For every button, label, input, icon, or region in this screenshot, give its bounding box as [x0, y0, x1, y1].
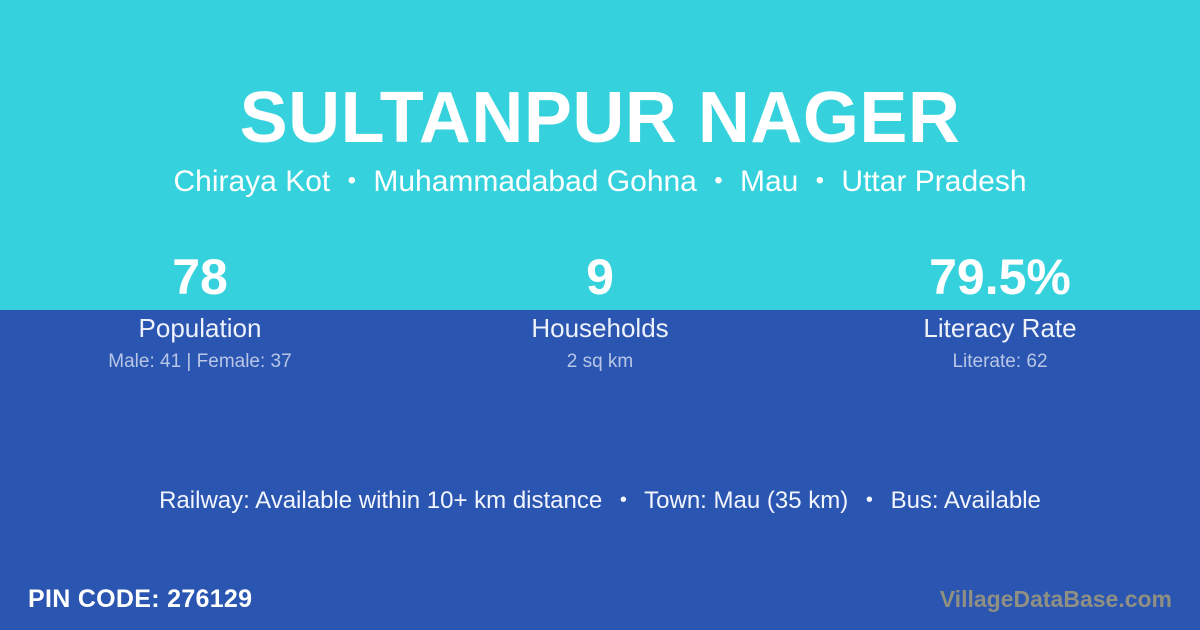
infrastructure-town: Town: Mau (35 km) — [644, 487, 849, 514]
stat-label: Population — [138, 313, 262, 343]
infrastructure-bus: Bus: Available — [890, 487, 1041, 514]
card-header: SULTANPUR NAGER Chiraya Kot • Muhammadab… — [0, 0, 1200, 202]
cyan-header-band — [0, 0, 1200, 310]
infrastructure-line: Railway: Available within 10+ km distanc… — [0, 486, 1200, 517]
stat-subtext: Literate: 62 — [952, 351, 1048, 372]
bullet-separator-icon: • — [865, 489, 873, 511]
page-title: SULTANPUR NAGER — [239, 78, 961, 158]
stat-value: 78 — [172, 249, 228, 305]
card-footer: PIN CODE: 276129 VillageDataBase.com — [0, 568, 1200, 630]
breadcrumb: Chiraya Kot • Muhammadabad Gohna • Mau •… — [0, 164, 1200, 202]
stat-households: 9 Households 2 sq km — [400, 248, 800, 374]
stat-subtext: 2 sq km — [566, 351, 634, 372]
stat-population: 78 Population Male: 41 | Female: 37 — [0, 248, 400, 374]
breadcrumb-part-tehsil: Muhammadabad Gohna — [373, 165, 697, 198]
pin-code: PIN CODE: 276129 — [28, 585, 253, 613]
bullet-separator-icon: • — [714, 167, 723, 194]
stats-row: 78 Population Male: 41 | Female: 37 9 Ho… — [0, 248, 1200, 374]
bullet-separator-icon: • — [619, 489, 627, 511]
stat-value: 79.5% — [929, 249, 1071, 305]
breadcrumb-part-district: Mau — [739, 165, 799, 198]
bullet-separator-icon: • — [347, 167, 356, 194]
stat-label: Literacy Rate — [923, 313, 1077, 343]
breadcrumb-part-block: Chiraya Kot — [173, 165, 331, 198]
stat-literacy-rate: 79.5% Literacy Rate Literate: 62 — [800, 248, 1200, 374]
breadcrumb-part-state: Uttar Pradesh — [841, 165, 1027, 198]
brand-watermark: VillageDataBase.com — [939, 586, 1172, 612]
stat-label: Households — [531, 313, 669, 343]
stat-subtext: Male: 41 | Female: 37 — [108, 351, 292, 372]
stat-value: 9 — [586, 249, 614, 305]
infrastructure-railway: Railway: Available within 10+ km distanc… — [159, 487, 603, 514]
bullet-separator-icon: • — [815, 167, 825, 194]
